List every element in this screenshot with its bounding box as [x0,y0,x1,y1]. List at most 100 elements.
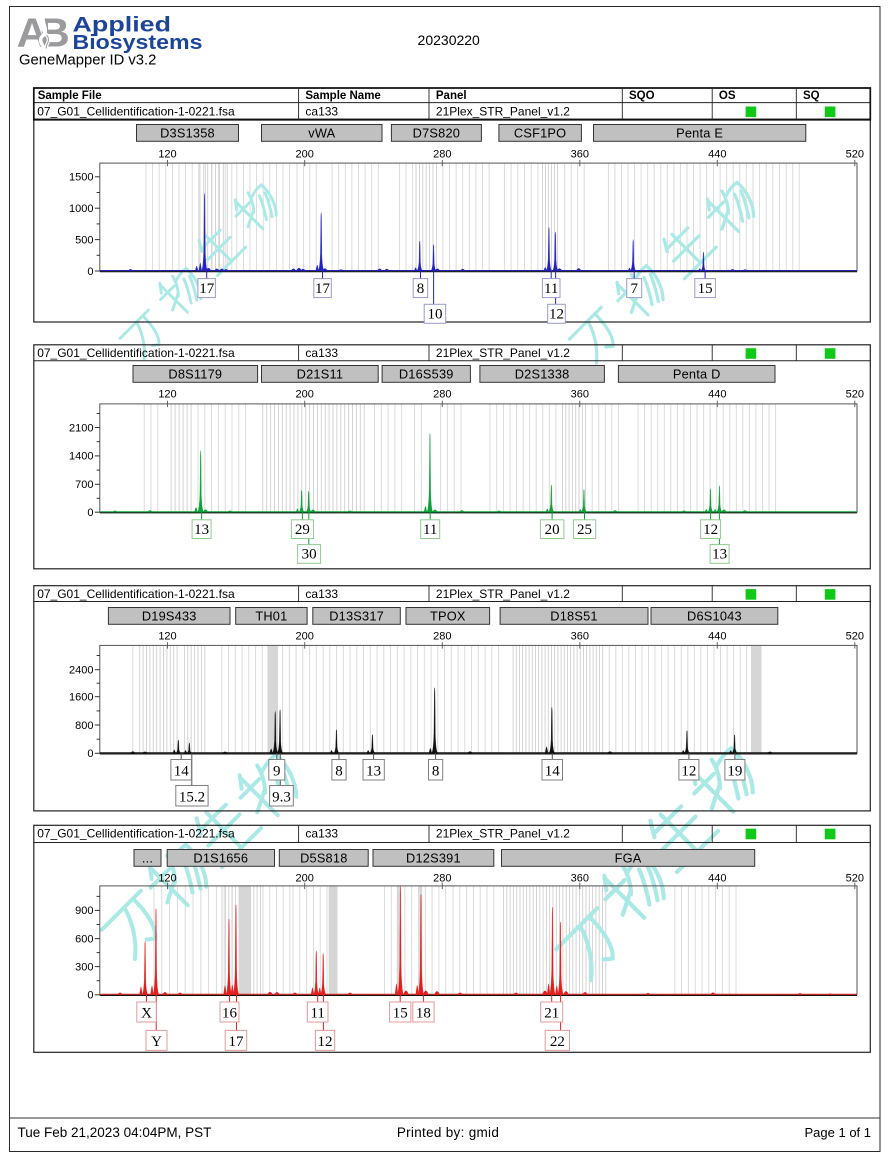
svg-text:X: X [141,1005,152,1021]
svg-text:D7S820: D7S820 [413,126,460,141]
svg-text:21: 21 [544,1005,559,1021]
svg-text:D21S11: D21S11 [297,367,344,382]
svg-text:8: 8 [335,763,343,779]
svg-text:520: 520 [846,149,864,161]
svg-text:...: ... [142,851,153,866]
svg-text:Sample File: Sample File [38,90,102,102]
svg-text:21Plex_STR_Panel_v1.2: 21Plex_STR_Panel_v1.2 [436,827,570,841]
svg-text:360: 360 [571,873,589,885]
svg-text:18: 18 [416,1005,431,1021]
svg-text:13: 13 [366,763,381,779]
svg-text:0: 0 [87,266,93,278]
svg-text:200: 200 [296,873,314,885]
svg-text:1600: 1600 [69,692,93,704]
svg-text:15.2: 15.2 [179,789,205,805]
svg-text:520: 520 [846,631,864,643]
svg-text:900: 900 [75,905,93,917]
svg-text:8: 8 [432,763,440,779]
svg-text:16: 16 [222,1005,238,1021]
svg-text:300: 300 [75,961,93,973]
svg-text:Penta E: Penta E [676,126,723,141]
svg-text:ca133: ca133 [305,587,338,601]
svg-text:30: 30 [302,547,317,563]
svg-text:7: 7 [630,281,638,297]
svg-text:10: 10 [428,307,443,323]
svg-text:CSF1PO: CSF1PO [514,126,566,141]
svg-text:22: 22 [550,1034,565,1050]
svg-text:D19S433: D19S433 [142,609,197,624]
svg-text:ca133: ca133 [305,827,338,841]
svg-text:9.3: 9.3 [272,789,291,805]
svg-text:0: 0 [87,748,93,760]
svg-text:12: 12 [318,1034,333,1050]
svg-text:Biosystems: Biosystems [73,30,203,53]
svg-text:OS: OS [719,90,736,102]
svg-text:13: 13 [194,522,209,538]
svg-text:vWA: vWA [308,126,335,141]
svg-text:TPOX: TPOX [430,609,466,624]
svg-text:440: 440 [708,631,726,643]
svg-text:07_G01_Cellidentification-1-02: 07_G01_Cellidentification-1-0221.fsa [37,346,235,360]
svg-text:1500: 1500 [69,172,93,184]
svg-text:0: 0 [87,990,93,1002]
svg-text:2400: 2400 [69,665,93,677]
svg-text:D3S1358: D3S1358 [160,126,215,141]
svg-text:ca133: ca133 [305,346,338,360]
svg-text:D6S1043: D6S1043 [687,609,742,624]
svg-text:Sample Name: Sample Name [305,90,380,102]
svg-text:360: 360 [571,389,589,401]
svg-text:15: 15 [698,281,713,297]
svg-text:D8S1179: D8S1179 [168,367,222,382]
svg-text:21Plex_STR_Panel_v1.2: 21Plex_STR_Panel_v1.2 [436,104,570,118]
svg-text:500: 500 [75,234,93,246]
svg-text:Page 1 of 1: Page 1 of 1 [805,1125,872,1140]
svg-text:200: 200 [296,389,314,401]
svg-text:200: 200 [296,149,314,161]
svg-text:25: 25 [577,522,592,538]
svg-text:20: 20 [545,522,560,538]
svg-text:D1S1656: D1S1656 [193,851,248,866]
svg-text:D5S818: D5S818 [300,851,347,866]
svg-text:ca133: ca133 [305,104,338,118]
svg-text:20230220: 20230220 [418,32,481,48]
svg-text:12: 12 [549,307,564,323]
svg-text:TH01: TH01 [255,609,287,624]
svg-text:D18S51: D18S51 [550,609,597,624]
svg-text:SQO: SQO [629,90,655,102]
svg-text:800: 800 [75,720,93,732]
svg-text:12: 12 [703,522,718,538]
svg-text:17: 17 [315,281,331,297]
svg-text:120: 120 [158,873,176,885]
svg-text:15: 15 [393,1005,408,1021]
svg-text:21Plex_STR_Panel_v1.2: 21Plex_STR_Panel_v1.2 [436,587,570,601]
svg-text:07_G01_Cellidentification-1-02: 07_G01_Cellidentification-1-0221.fsa [37,104,235,118]
svg-text:280: 280 [433,149,451,161]
svg-text:1000: 1000 [69,203,93,215]
svg-text:Tue Feb 21,2023 04:04PM, PST: Tue Feb 21,2023 04:04PM, PST [18,1125,212,1140]
svg-text:0: 0 [87,507,93,519]
svg-text:440: 440 [708,389,726,401]
svg-text:13: 13 [712,547,727,563]
svg-text:120: 120 [158,631,176,643]
svg-text:12: 12 [681,763,696,779]
svg-text:360: 360 [571,149,589,161]
svg-text:440: 440 [708,149,726,161]
svg-text:07_G01_Cellidentification-1-02: 07_G01_Cellidentification-1-0221.fsa [37,587,235,601]
svg-text:D12S391: D12S391 [406,851,461,866]
svg-text:19: 19 [727,763,742,779]
svg-text:GeneMapper ID v3.2: GeneMapper ID v3.2 [19,53,156,69]
svg-text:D2S1338: D2S1338 [515,367,570,382]
svg-text:2100: 2100 [69,422,93,434]
svg-text:Penta D: Penta D [673,367,721,382]
svg-text:14: 14 [545,763,561,779]
svg-text:440: 440 [708,873,726,885]
svg-text:120: 120 [158,149,176,161]
svg-text:Printed by: gmid: Printed by: gmid [397,1125,499,1140]
svg-text:SQ: SQ [803,90,820,102]
svg-text:D16S539: D16S539 [399,367,454,382]
svg-text:Panel: Panel [436,90,467,102]
svg-text:120: 120 [158,389,176,401]
svg-text:17: 17 [229,1034,245,1050]
svg-text:280: 280 [433,389,451,401]
svg-text:11: 11 [310,1005,324,1021]
